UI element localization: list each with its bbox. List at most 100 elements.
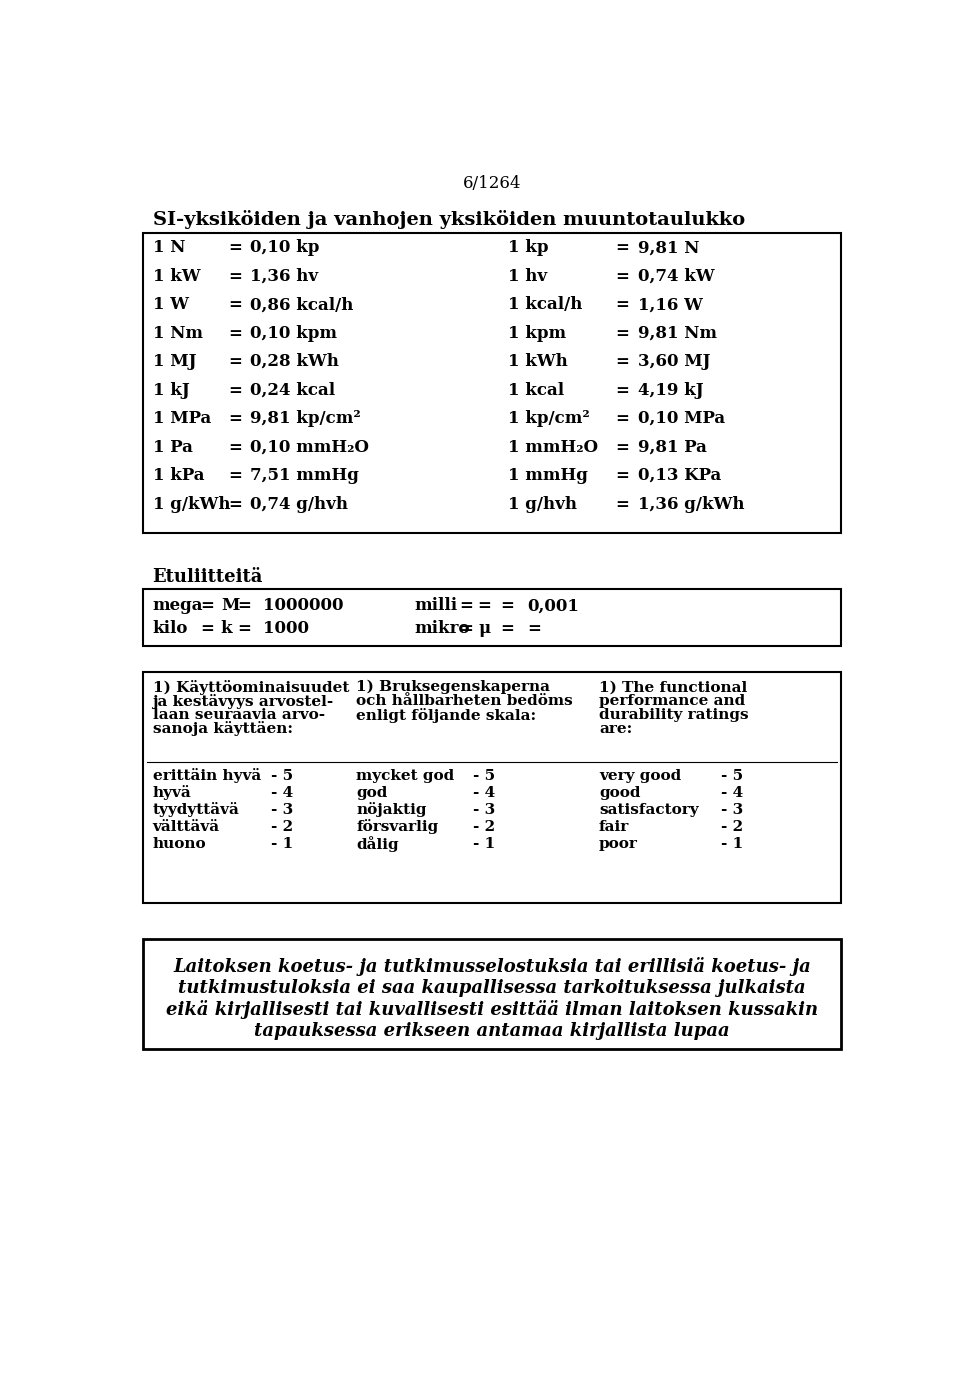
Text: - 1: - 1 [721, 837, 743, 851]
Text: - 5: - 5 [721, 768, 743, 784]
Text: - 1: - 1 [271, 837, 294, 851]
Text: kilo: kilo [153, 620, 188, 638]
Text: - 3: - 3 [721, 803, 743, 817]
Text: - 5: - 5 [271, 768, 293, 784]
Text: good: good [599, 786, 640, 800]
Text: =: = [615, 496, 629, 512]
Text: =: = [228, 240, 242, 256]
Text: - 2: - 2 [721, 819, 743, 833]
Text: 0,74 g/hvh: 0,74 g/hvh [251, 496, 348, 512]
Text: =: = [615, 267, 629, 285]
Text: 1 g/kWh: 1 g/kWh [153, 496, 230, 512]
Text: 0,10 kpm: 0,10 kpm [251, 325, 337, 341]
Text: 1,36 hv: 1,36 hv [251, 267, 319, 285]
Text: performance and: performance and [599, 694, 745, 708]
Bar [143, 233, 841, 533]
Text: 1000000: 1000000 [263, 598, 344, 614]
Text: 1 kW: 1 kW [153, 267, 201, 285]
Text: 1 kPa: 1 kPa [153, 467, 204, 485]
Text: 1 kp/cm²: 1 kp/cm² [508, 410, 589, 427]
Text: =: = [615, 325, 629, 341]
Text: 1000: 1000 [263, 620, 309, 638]
Text: - 5: - 5 [472, 768, 494, 784]
Text: 0,10 kp: 0,10 kp [251, 240, 320, 256]
Text: =: = [237, 620, 251, 638]
Text: 1) The functional: 1) The functional [599, 680, 747, 694]
Text: ja kestävyys arvostel-: ja kestävyys arvostel- [153, 694, 334, 709]
Text: =: = [228, 353, 242, 370]
Text: =: = [237, 598, 251, 614]
Text: 1,36 g/kWh: 1,36 g/kWh [637, 496, 744, 512]
Text: nöjaktig: nöjaktig [356, 803, 427, 817]
Text: durability ratings: durability ratings [599, 708, 749, 722]
Text: 1 kJ: 1 kJ [153, 381, 189, 398]
Text: - 4: - 4 [721, 786, 743, 800]
Text: 1,16 W: 1,16 W [637, 296, 703, 313]
Text: =: = [228, 296, 242, 313]
Text: tutkimustuloksia ei saa kaupallisessa tarkoituksessa julkaista: tutkimustuloksia ei saa kaupallisessa ta… [179, 979, 805, 997]
Text: =: = [477, 598, 492, 614]
Text: =: = [460, 620, 473, 638]
Text: hyvä: hyvä [153, 785, 191, 800]
Text: 1) Bruksegenskaperna: 1) Bruksegenskaperna [356, 680, 550, 694]
Text: försvarlig: försvarlig [356, 819, 439, 834]
Text: 1 W: 1 W [153, 296, 188, 313]
Text: 0,10 mmH₂O: 0,10 mmH₂O [251, 438, 370, 456]
Text: k: k [221, 620, 232, 638]
Bar [143, 939, 841, 1049]
Text: - 4: - 4 [271, 786, 294, 800]
Text: dålig: dålig [356, 836, 399, 851]
Text: milli: milli [415, 598, 458, 614]
Text: 0,86 kcal/h: 0,86 kcal/h [251, 296, 353, 313]
Text: M: M [221, 598, 239, 614]
Text: 1) Käyttöominaisuudet: 1) Käyttöominaisuudet [153, 680, 348, 695]
Text: - 3: - 3 [472, 803, 494, 817]
Text: 1 hv: 1 hv [508, 267, 546, 285]
Text: =: = [460, 598, 473, 614]
Text: 1 Pa: 1 Pa [153, 438, 192, 456]
Text: poor: poor [599, 837, 637, 851]
Text: 9,81 Nm: 9,81 Nm [637, 325, 717, 341]
Text: god: god [356, 786, 388, 800]
Text: satisfactory: satisfactory [599, 803, 699, 817]
Text: fair: fair [599, 819, 629, 833]
Text: 1 kpm: 1 kpm [508, 325, 565, 341]
Text: 1 N: 1 N [153, 240, 185, 256]
Text: =: = [228, 267, 242, 285]
Text: =: = [615, 438, 629, 456]
Text: tyydyttävä: tyydyttävä [153, 803, 239, 817]
Text: =: = [615, 240, 629, 256]
Text: =: = [200, 598, 214, 614]
Text: =: = [228, 325, 242, 341]
Text: =: = [615, 467, 629, 485]
Text: =: = [615, 381, 629, 398]
Text: sanoja käyttäen:: sanoja käyttäen: [153, 722, 293, 737]
Text: huono: huono [153, 837, 206, 851]
Text: mikro: mikro [415, 620, 470, 638]
Text: =: = [615, 410, 629, 427]
Text: =: = [228, 496, 242, 512]
Bar [143, 589, 841, 646]
Text: =: = [200, 620, 214, 638]
Text: laan seuraavia arvo-: laan seuraavia arvo- [153, 708, 324, 722]
Text: och hållbarheten bedöms: och hållbarheten bedöms [356, 694, 573, 708]
Text: 9,81 N: 9,81 N [637, 240, 699, 256]
Text: - 4: - 4 [472, 786, 494, 800]
Text: =: = [527, 620, 540, 638]
Text: μ: μ [478, 620, 491, 638]
Text: 0,28 kWh: 0,28 kWh [251, 353, 339, 370]
Text: 1 g/hvh: 1 g/hvh [508, 496, 577, 512]
Text: 9,81 Pa: 9,81 Pa [637, 438, 707, 456]
Bar [143, 672, 841, 903]
Text: 3,60 MJ: 3,60 MJ [637, 353, 710, 370]
Text: =: = [228, 381, 242, 398]
Text: =: = [500, 598, 515, 614]
Text: 1 mmHg: 1 mmHg [508, 467, 588, 485]
Text: =: = [228, 410, 242, 427]
Text: erittäin hyvä: erittäin hyvä [153, 768, 261, 784]
Text: 1 mmH₂O: 1 mmH₂O [508, 438, 598, 456]
Text: Etuliitteitä: Etuliitteitä [153, 569, 263, 587]
Text: - 2: - 2 [271, 819, 293, 833]
Text: 1 MPa: 1 MPa [153, 410, 211, 427]
Text: 1 kWh: 1 kWh [508, 353, 567, 370]
